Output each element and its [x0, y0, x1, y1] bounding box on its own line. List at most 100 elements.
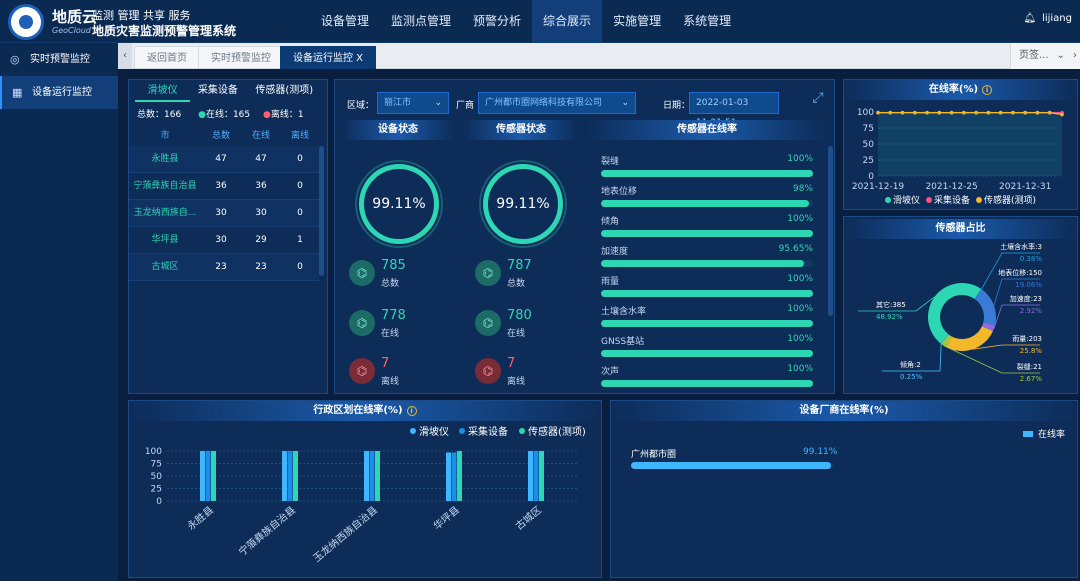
- sensor-rate-value: 98%: [792, 184, 813, 194]
- sensor-rate-fill: [601, 260, 804, 267]
- data-point: [1047, 110, 1052, 115]
- x-tick-label: 宁蒗彝族自治县: [236, 503, 298, 558]
- tab-device-status[interactable]: 设备运行监控 X: [280, 46, 377, 69]
- sensor-rate-label: 裂缝: [601, 157, 620, 167]
- sidebar-item-label: 设备运行监控: [32, 87, 92, 98]
- bar: [539, 451, 544, 501]
- table-row[interactable]: 古城区 23 23 0: [129, 254, 319, 281]
- legend-label: 滑坡仪: [893, 194, 920, 206]
- tab-home[interactable]: 返回首页: [134, 46, 200, 69]
- online-rate-panel: 在线率(%) i 100 75 50 25 0 2021-12-19 2021-12-25 20…: [843, 79, 1078, 210]
- sensor-rate-track: [601, 260, 813, 267]
- vendor-rate-track: [631, 462, 833, 469]
- leader-line: [993, 278, 1040, 306]
- online-dot-icon: ●: [198, 110, 206, 120]
- vendor-select[interactable]: 广州都市圈网络科技有限公司 ⌄: [478, 92, 636, 114]
- legend-label: 传感器(测项): [984, 194, 1036, 206]
- bell-icon[interactable]: 🔔︎: [1023, 13, 1037, 24]
- pie-slice: [974, 288, 982, 300]
- sensor-online-stat: ⌬ 780 在线: [475, 308, 565, 344]
- table-cell: 0: [297, 154, 303, 164]
- pie-slice: [974, 289, 996, 326]
- table-row[interactable]: 华坪县 30 29 1: [129, 227, 319, 254]
- info-icon[interactable]: i: [982, 85, 993, 95]
- series-line: [878, 112, 1063, 116]
- tab-collection-device[interactable]: 采集设备: [197, 85, 238, 96]
- table-cell: 36: [215, 181, 227, 191]
- slice-label: 地表位移:150: [998, 268, 1042, 277]
- chevron-right-icon[interactable]: ›: [1072, 50, 1077, 61]
- tagline: 监测 管理 共享 服务: [92, 9, 191, 22]
- sensor-online-rate-list: 裂缝 100% 地表位移 98% 倾角 100% 加速度 95.65% 雨量 100% 土壤含水率 1…: [601, 154, 813, 387]
- nav-warning-analysis[interactable]: 预警分析: [473, 14, 522, 28]
- online-rate-title: 在线率(%) i: [844, 80, 1077, 100]
- sensor-rate-label: 土壤含水率: [601, 307, 647, 317]
- nav-system[interactable]: 系统管理: [683, 14, 732, 28]
- table-cell: 47: [215, 154, 227, 164]
- y-tick-label: 0: [868, 172, 874, 182]
- bar: [528, 451, 533, 501]
- tab-bar: ‹ 返回首页 实时预警监控 设备运行监控 X 页签... ⌄ ›: [118, 43, 1080, 69]
- sidebar: ◎ 实时预警监控 ▦ 设备运行监控: [0, 43, 118, 581]
- sensor-share-chart: 土壤含水率:3 0.38% 地表位移:150 19.06% 加速度:23 2.92% 雨量:…: [858, 242, 1043, 383]
- tab-landslide-meter[interactable]: 滑坡仪: [135, 82, 191, 102]
- table-row[interactable]: 玉龙纳西族自... 30 30 0: [129, 200, 319, 227]
- date-picker[interactable]: 2022-01-03 11:21:51: [689, 92, 779, 128]
- user-menu[interactable]: 🔔︎ lijiang: [1023, 13, 1072, 24]
- x-tick-label: 2021-12-19: [852, 182, 905, 192]
- info-icon[interactable]: i: [406, 406, 417, 416]
- bar: [457, 451, 462, 501]
- table-row[interactable]: 永胜县 47 47 0: [129, 146, 319, 173]
- table-cell: 0: [297, 262, 303, 272]
- online-count: 165: [232, 110, 251, 120]
- device-summary: 总数：166 ●在线：165 ●离线：1: [137, 110, 304, 120]
- nav-device-management[interactable]: 设备管理: [321, 14, 370, 28]
- legend-dot: [885, 197, 891, 203]
- sensor-rate-label: 地表位移: [601, 187, 638, 197]
- tab-realtime-warning[interactable]: 实时预警监控: [198, 46, 284, 69]
- y-tick-label: 75: [863, 124, 874, 134]
- data-point: [949, 110, 954, 115]
- table-header: 市 总数 在线 离线: [160, 131, 309, 141]
- data-point: [1023, 110, 1027, 115]
- sensor-rate-fill: [601, 290, 813, 297]
- slice-label: 土壤含水率:3: [1000, 242, 1042, 251]
- fullscreen-icon[interactable]: ⤢: [812, 90, 824, 106]
- vendor-rate: 99.11%: [803, 447, 838, 457]
- table-row[interactable]: 宁蒗彝族自治县 36 36 0: [129, 173, 319, 200]
- page-menu[interactable]: 页签... ⌄ ›: [1010, 43, 1080, 69]
- vendor-title: 设备厂商在线率(%): [611, 401, 1077, 421]
- x-tick-label: 永胜县: [185, 503, 216, 532]
- district-panel: 行政区划在线率(%) i 滑坡仪 采集设备 传感器(测项) 100 75 50 25 0 永胜县宁…: [128, 400, 602, 578]
- legend-dot: [459, 428, 465, 434]
- tab-sensor[interactable]: 传感器(测项): [255, 85, 314, 96]
- bar: [451, 452, 457, 501]
- vendor-panel: 设备厂商在线率(%) 在线率 广州都市圈 99.11%: [610, 400, 1078, 578]
- legend-dot: [926, 197, 932, 203]
- nav-monitoring-point[interactable]: 监测点管理: [391, 14, 452, 28]
- leader-line: [858, 296, 935, 312]
- router-icon: ⌬: [475, 358, 501, 384]
- username: lijiang: [1042, 13, 1072, 24]
- table-cell: 30: [215, 235, 227, 245]
- nav-overview[interactable]: 综合展示: [532, 0, 603, 43]
- slice-pct: 2.67%: [1020, 375, 1043, 383]
- table-body: 永胜县 47 47 0 宁蒗彝族自治县 36 36 0 玉龙纳西族自... 30 30 0 华坪县 30 2…: [129, 146, 319, 281]
- bar: [364, 451, 369, 501]
- device-status-title: 设备状态: [341, 120, 455, 140]
- table-cell: 30: [215, 208, 227, 218]
- sensor-rate-label: 倾角: [601, 217, 620, 227]
- scrollbar[interactable]: [319, 146, 324, 276]
- chevron-left-icon[interactable]: ‹: [118, 43, 132, 69]
- device-total-stat: ⌬ 785 总数: [349, 258, 439, 294]
- sidebar-item-realtime-warning[interactable]: ◎ 实时预警监控: [0, 43, 118, 76]
- scrollbar[interactable]: [828, 146, 833, 316]
- chevron-down-icon: ⌄: [434, 98, 442, 108]
- table-cell: 宁蒗彝族自治县: [133, 181, 197, 191]
- nav-implementation[interactable]: 实施管理: [613, 14, 662, 28]
- sensor-rate-value: 95.65%: [778, 244, 813, 254]
- sidebar-item-device-status[interactable]: ▦ 设备运行监控: [0, 76, 118, 109]
- y-tick-label: 25: [151, 485, 162, 495]
- sensor-rate-label: GNSS基站: [601, 337, 645, 347]
- region-select[interactable]: 丽江市 ⌄: [377, 92, 449, 114]
